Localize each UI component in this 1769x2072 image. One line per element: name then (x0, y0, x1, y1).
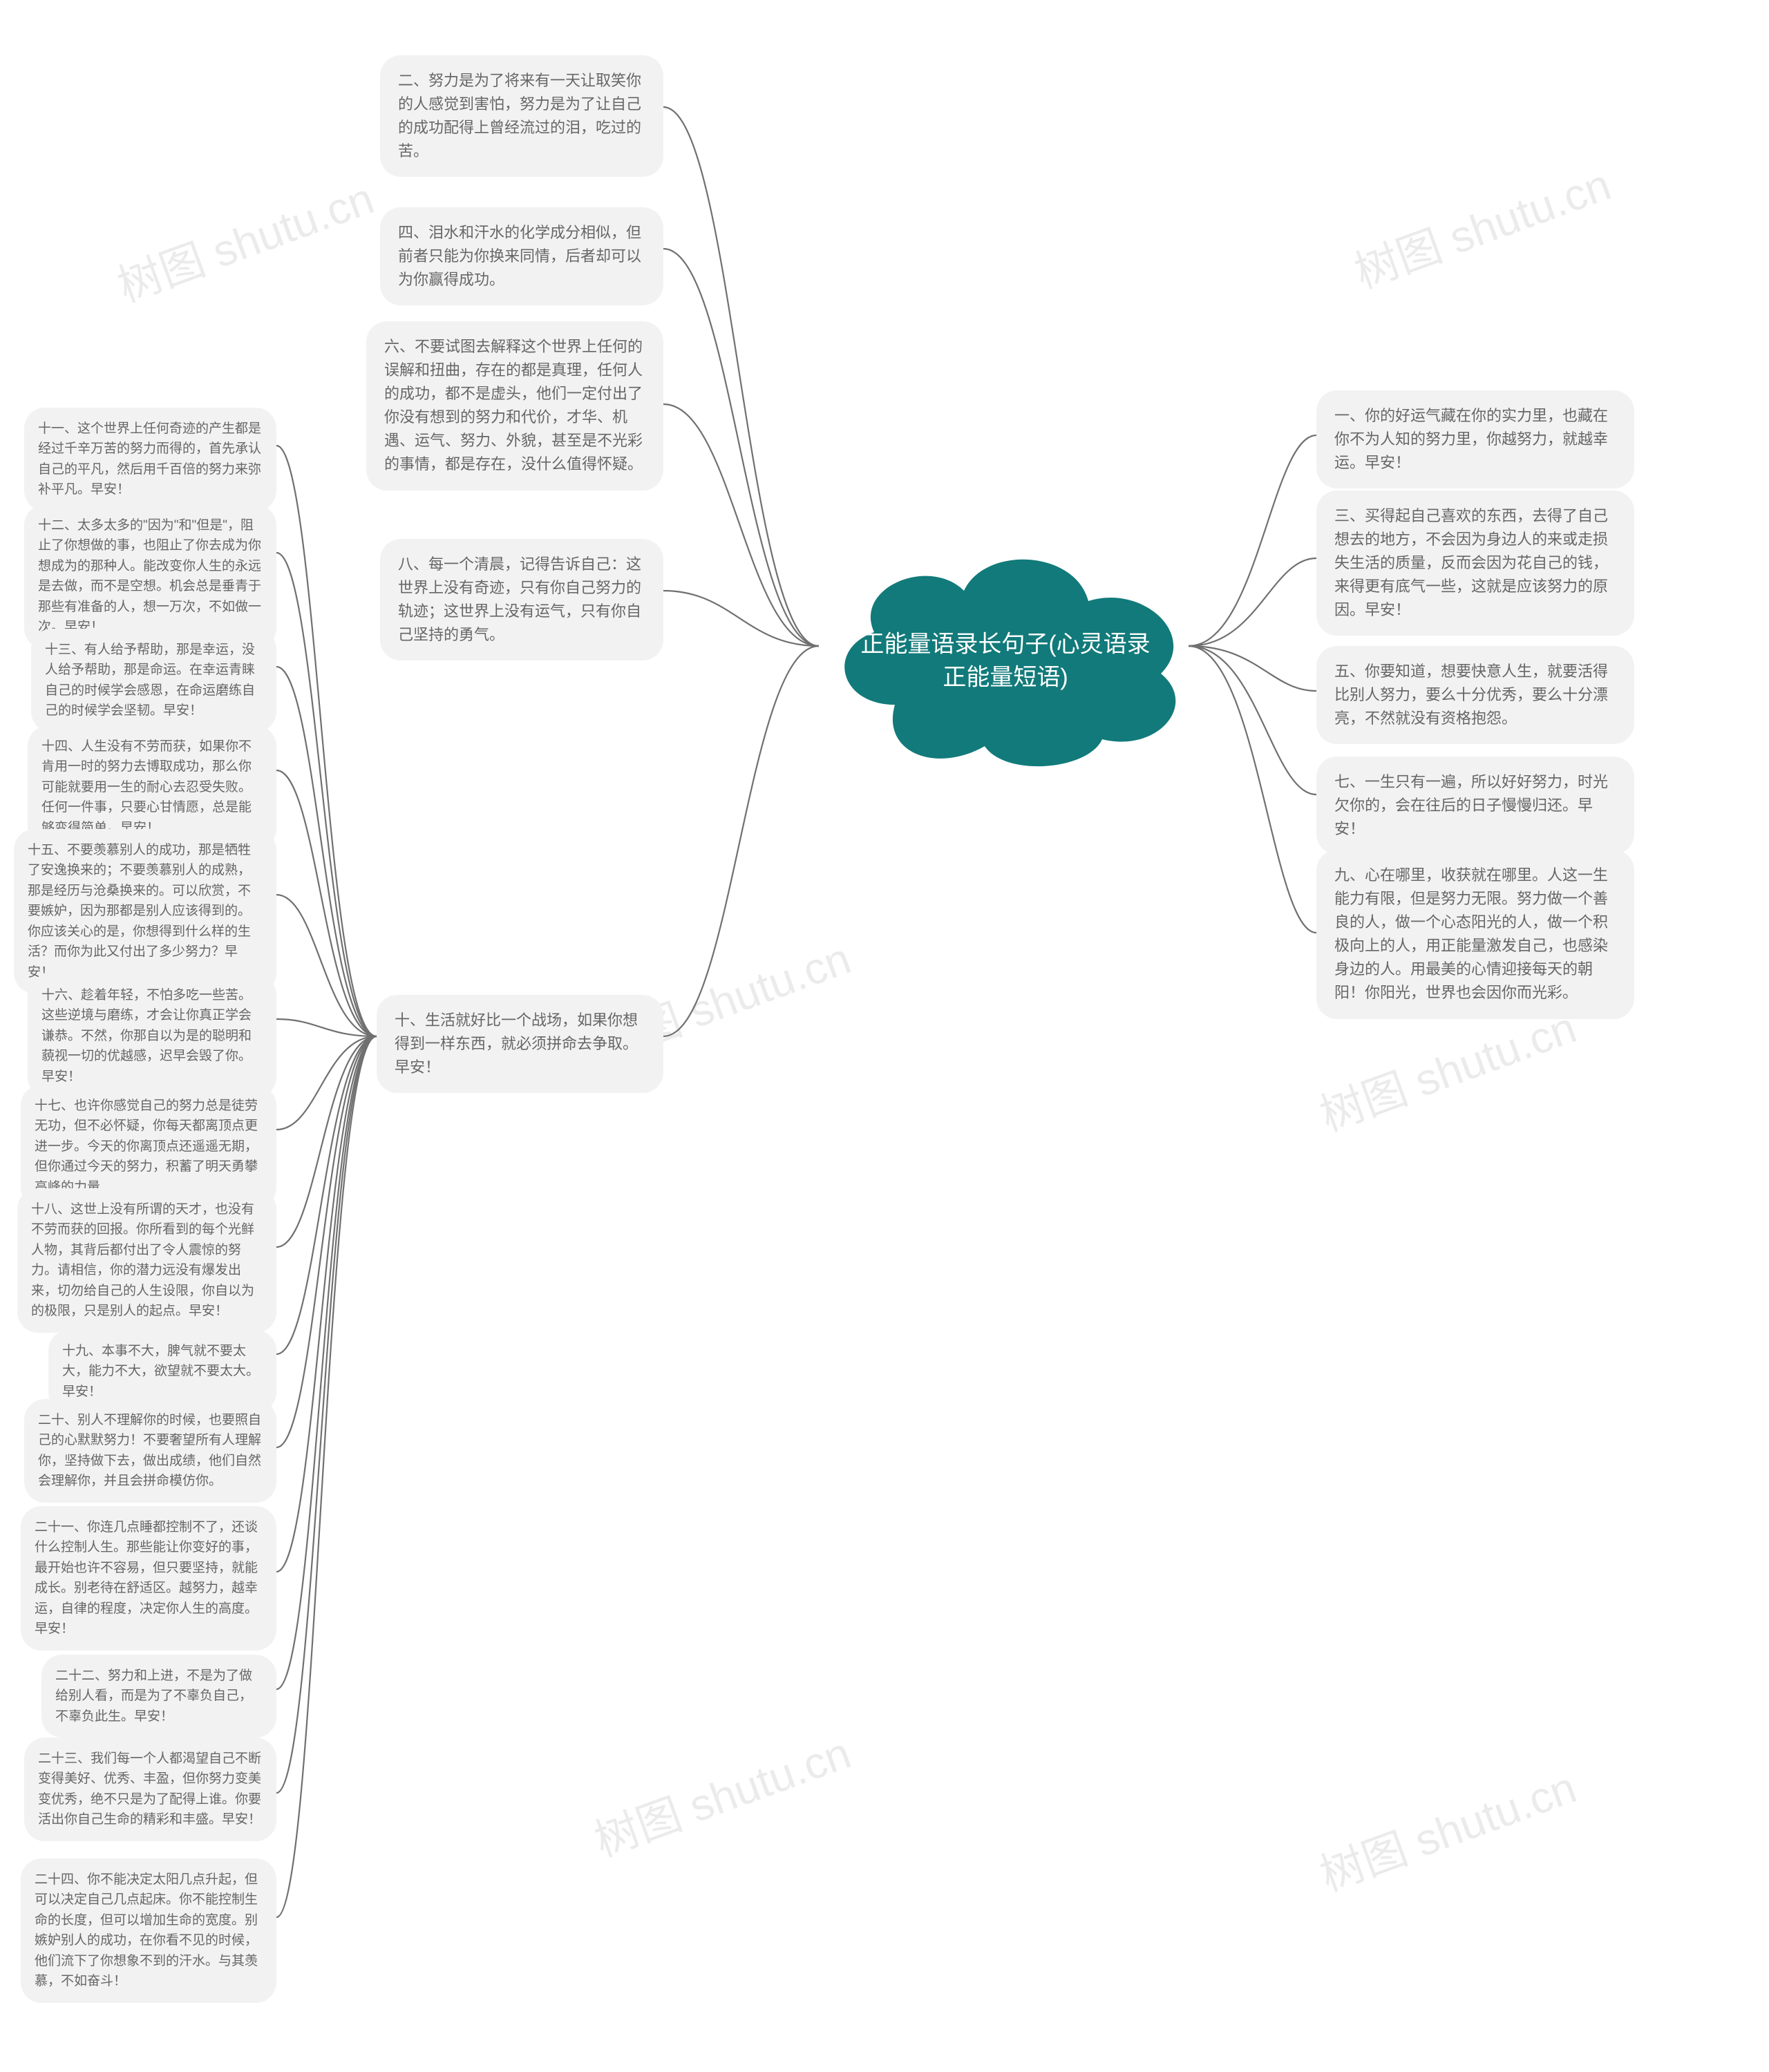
branch-node: 四、泪水和汗水的化学成分相似，但前者只能为你换来同情，后者却可以为你赢得成功。 (380, 207, 663, 305)
branch-node: 五、你要知道，想要快意人生，就要活得比别人努力，要么十分优秀，要么十分漂亮，不然… (1316, 646, 1634, 744)
branch-node: 一、你的好运气藏在你的实力里，也藏在你不为人知的努力里，你越努力，就越幸运。早安… (1316, 390, 1634, 488)
sub-node: 二十三、我们每一个人都渴望自己不断变得美好、优秀、丰盈，但你努力变美变优秀，绝不… (24, 1738, 276, 1841)
sub-node: 二十四、你不能决定太阳几点升起，但可以决定自己几点起床。你不能控制生命的长度，但… (21, 1859, 276, 2003)
sub-node: 十三、有人给予帮助，那是幸运，没人给予帮助，那是命运。在幸运青睐自己的时候学会感… (31, 629, 276, 732)
sub-node: 十六、趁着年轻，不怕多吃一些苦。这些逆境与磨练，才会让你真正学会谦恭。不然，你那… (28, 974, 276, 1098)
branch-node: 七、一生只有一遍，所以好好努力，时光欠你的，会在往后的日子慢慢归还。早安！ (1316, 757, 1634, 855)
branch-node: 八、每一个清晨，记得告诉自己：这世界上没有奇迹，只有你自己努力的轨迹；这世界上没… (380, 539, 663, 660)
center-node: 正能量语录长句子(心灵语录正能量短语) (812, 532, 1199, 767)
branch-node: 二、努力是为了将来有一天让取笑你的人感觉到害怕，努力是为了让自己的成功配得上曾经… (380, 55, 663, 177)
sub-node: 十五、不要羡慕别人的成功，那是牺牲了安逸换来的；不要羡慕别人的成熟，那是经历与沧… (14, 829, 276, 994)
sub-node: 二十、别人不理解你的时候，也要照自己的心默默努力！不要奢望所有人理解你，坚持做下… (24, 1399, 276, 1503)
branch-node: 九、心在哪里，收获就在哪里。人这一生能力有限，但是努力无限。努力做一个善良的人，… (1316, 850, 1634, 1019)
center-title: 正能量语录长句子(心灵语录正能量短语) (860, 628, 1151, 694)
branch-node: 三、买得起自己喜欢的东西，去得了自己想去的地方，不会因为身边人的来或走损失生活的… (1316, 491, 1634, 636)
watermark: 树图 shutu.cn (1310, 1752, 1584, 1903)
mindmap-canvas: 树图 shutu.cn 树图 shutu.cn 树图 shutu.cn 树图 s… (0, 0, 1769, 2072)
sub-node: 十一、这个世界上任何奇迹的产生都是经过千辛万苦的努力而得的，首先承认自己的平凡，… (24, 408, 276, 511)
sub-node: 十八、这世上没有所谓的天才，也没有不劳而获的回报。你所看到的每个光鲜人物，其背后… (17, 1188, 276, 1333)
sub-node: 二十一、你连几点睡都控制不了，还谈什么控制人生。那些能让你变好的事，最开始也许不… (21, 1506, 276, 1651)
sub-node: 二十二、努力和上进，不是为了做给别人看，而是为了不辜负自己，不辜负此生。早安！ (41, 1655, 276, 1738)
sub-node: 十二、太多太多的"因为"和"但是"，阻止了你想做的事，也阻止了你去成为你想成为的… (24, 504, 276, 649)
branch-node: 六、不要试图去解释这个世界上任何的误解和扭曲，存在的都是真理，任何人的成功，都不… (366, 321, 663, 491)
watermark: 树图 shutu.cn (108, 163, 381, 314)
watermark: 树图 shutu.cn (585, 1718, 858, 1869)
watermark: 树图 shutu.cn (1345, 149, 1618, 301)
branch-node-hub: 十、生活就好比一个战场，如果你想得到一样东西，就必须拼命去争取。早安！ (377, 995, 663, 1093)
